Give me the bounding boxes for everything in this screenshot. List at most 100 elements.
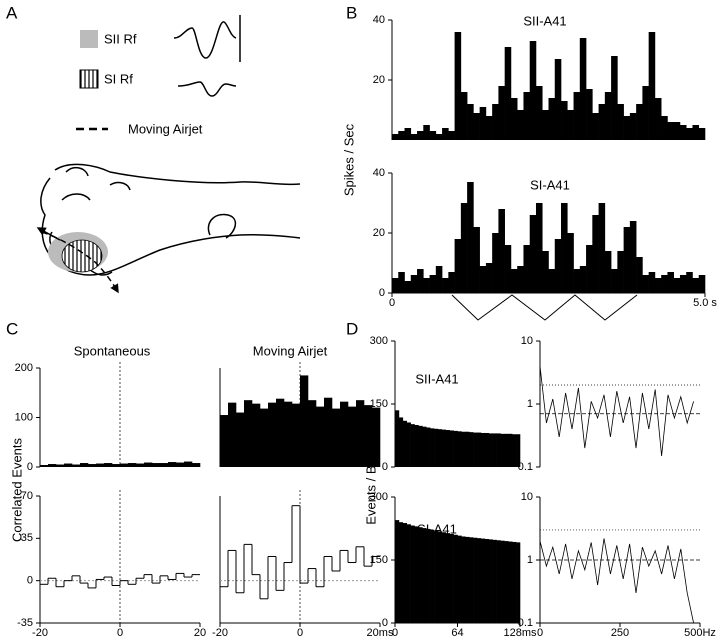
bar [404,281,412,293]
y-tick-label: 10 [521,491,533,503]
x-tick-label: 20 [194,627,206,639]
bar [372,407,381,467]
bar [467,104,474,140]
bar [423,278,430,293]
bar [692,125,700,140]
bar [454,239,462,293]
bar [523,245,531,293]
bar [473,432,478,467]
x-tick-label: 250 [611,627,629,639]
bar [496,540,501,623]
bar [308,400,317,467]
bar [467,182,474,293]
bar [332,408,341,467]
y-tick-label: 70 [21,490,33,502]
bar [422,528,427,623]
panel-a-legend: SII Rf SI Rf Moving Airjet [76,15,241,136]
chart-title: SII-A41 [415,371,458,386]
bar [418,425,423,467]
bar [673,278,681,293]
bar [611,269,618,293]
bar [554,59,562,140]
bar [144,462,153,467]
bar [429,275,437,293]
bar [512,434,517,467]
bar [642,275,649,293]
bar [445,533,450,623]
bar [364,405,373,467]
bar [673,122,681,140]
bar [508,541,513,623]
y-axis-label: Spikes / Sec [341,123,356,196]
bar [410,134,418,140]
x-tick-label: 0 [537,627,543,639]
bar [488,433,493,467]
bar [504,541,509,623]
bar [80,463,89,467]
y-tick-label: -35 [17,617,33,629]
bar [523,92,531,140]
bar [284,401,293,467]
bar [422,426,427,467]
bar [128,463,137,467]
bar [492,104,499,140]
bar [402,523,408,623]
bar [535,203,543,293]
bar [398,272,405,293]
y-tick-label: 300 [370,335,388,347]
bar [340,401,349,467]
bar [406,524,411,623]
bar [667,122,674,140]
y-tick-label: 1 [527,398,533,410]
bar [586,245,593,293]
bar [48,464,57,467]
y-axis-label: Correlated Events [9,437,24,542]
bar [461,431,466,467]
legend-label: SI Rf [104,71,133,86]
bar [542,110,549,140]
bar [592,215,599,293]
y-tick-label: 20 [373,227,385,239]
bar [500,540,505,623]
y-tick-label: 0 [27,461,33,473]
bar [492,539,497,623]
bar [404,128,412,140]
bar [517,266,524,293]
bar [510,98,518,140]
y-tick-label: 40 [373,167,385,179]
bar [561,203,568,293]
bar [642,86,649,140]
bar [592,113,599,140]
bar [461,536,466,623]
bar [517,110,524,140]
bar [654,278,662,293]
bar [480,432,486,467]
bar [72,464,81,467]
bar [679,125,687,140]
panel-label: A [6,3,18,22]
line [539,538,694,624]
bar [460,203,468,293]
bar [598,104,606,140]
bar [508,433,513,467]
bar [220,415,229,467]
bar [417,269,424,293]
bar [395,410,400,467]
si-swatch [79,69,99,89]
bar [406,422,411,467]
zigzag-arrows [451,294,638,321]
x-tick-label: 20ms [367,627,394,639]
bar [56,464,65,467]
x-tick-label: 64 [451,627,463,639]
bar [473,227,480,293]
bar [460,92,468,140]
bar [465,536,470,623]
line [539,366,694,456]
bar [473,537,478,623]
bar [437,429,443,467]
bar [529,41,537,140]
bar [260,408,269,467]
bar [454,32,462,140]
bar [441,532,447,623]
